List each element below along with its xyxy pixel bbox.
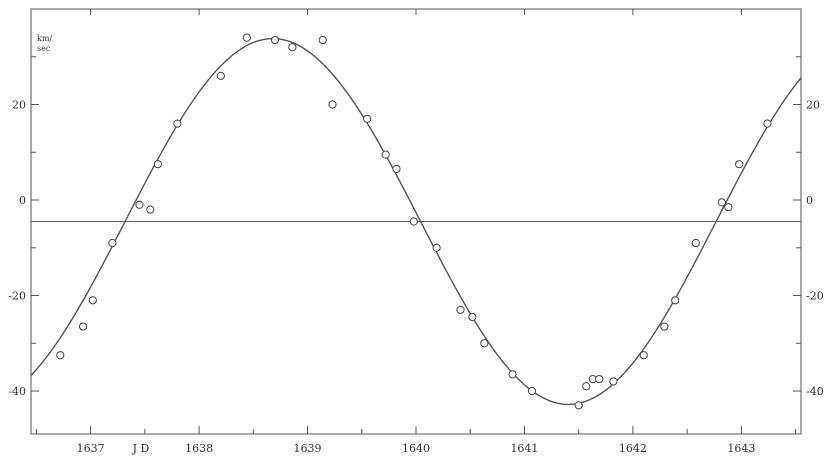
data-point [574, 401, 583, 410]
observation-points [56, 33, 772, 410]
data-point [328, 100, 337, 109]
x-tick-label: 1642 [619, 442, 647, 455]
y-left-tick-label: -40 [8, 385, 26, 398]
data-point [216, 71, 225, 80]
y-right-tick-label: -40 [806, 385, 824, 398]
data-point [173, 119, 182, 128]
y-axis-left-ticks: 20 0 -20 -40 [8, 99, 39, 398]
y-left-tick-label: 0 [19, 194, 26, 207]
data-point [724, 203, 733, 212]
data-point [660, 322, 669, 331]
x-tick-label: 1641 [510, 442, 538, 455]
data-point [392, 164, 401, 174]
y-right-tick-label: -20 [806, 290, 824, 303]
data-point [242, 33, 251, 42]
x-tick-label: 1637 [77, 442, 105, 455]
minor-ticks [31, 56, 801, 434]
data-point [671, 296, 680, 305]
y-axis-unit-line2: sec [37, 44, 51, 53]
data-point [108, 238, 117, 248]
data-point [468, 312, 477, 322]
data-point [78, 322, 88, 331]
y-left-tick-label: 20 [12, 99, 26, 112]
y-axis-unit-line1: km/ [37, 34, 52, 43]
data-point [691, 238, 700, 248]
data-point [381, 150, 390, 159]
y-right-tick-label: 20 [806, 99, 820, 112]
data-point [508, 370, 517, 379]
data-point [56, 351, 65, 360]
data-point [595, 374, 604, 384]
y-left-tick-label: -20 [8, 290, 26, 303]
data-point [135, 200, 144, 209]
data-point [409, 217, 418, 226]
x-axis-ticks: 1637 1638 1639 1640 1641 1642 1643 [77, 9, 755, 455]
data-point [639, 351, 648, 360]
data-point [318, 35, 327, 45]
data-point [270, 35, 280, 45]
data-point [480, 339, 489, 348]
x-tick-label: 1639 [294, 442, 322, 455]
y-axis-right-ticks: 20 0 -20 -40 [793, 99, 824, 398]
data-point [288, 43, 297, 52]
x-axis-unit: J D [132, 442, 150, 455]
data-point [735, 160, 744, 169]
x-tick-label: 1643 [727, 442, 755, 455]
data-point [763, 119, 772, 128]
data-point [609, 377, 618, 386]
data-point [456, 305, 465, 314]
y-right-tick-label: 0 [806, 194, 813, 207]
data-point [432, 243, 441, 252]
x-tick-label: 1640 [402, 442, 430, 455]
data-point [527, 386, 537, 396]
data-point [153, 160, 162, 169]
data-point [582, 382, 591, 391]
data-point [717, 198, 726, 207]
data-point [363, 114, 372, 123]
x-tick-label: 1638 [185, 442, 213, 455]
data-point [146, 205, 155, 214]
data-point [88, 296, 97, 305]
